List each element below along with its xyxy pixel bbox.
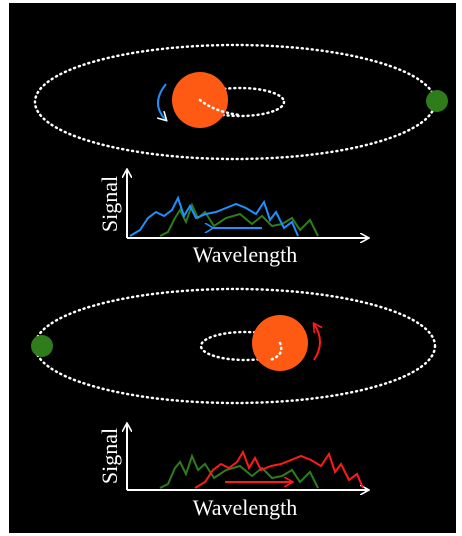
shifted-spectrum — [129, 195, 299, 237]
x-axis-label: Wavelength — [193, 495, 298, 520]
motion-arrow — [158, 83, 166, 120]
y-axis-label: Signal — [97, 428, 122, 484]
y-axis-label: Signal — [97, 176, 122, 232]
star-orbit-front — [268, 341, 283, 362]
planet — [31, 335, 53, 357]
reference-spectrum — [159, 202, 319, 237]
top-panel: Signal Wavelength — [33, 43, 448, 267]
reference-spectrum — [159, 453, 319, 489]
bottom-panel: Signal Wavelength — [31, 287, 437, 520]
shifted-spectrum — [194, 449, 364, 489]
background — [9, 3, 456, 533]
motion-arrow — [314, 324, 320, 361]
planet — [426, 90, 448, 112]
x-axis-label: Wavelength — [193, 242, 298, 267]
star-orbit-front — [198, 98, 242, 117]
